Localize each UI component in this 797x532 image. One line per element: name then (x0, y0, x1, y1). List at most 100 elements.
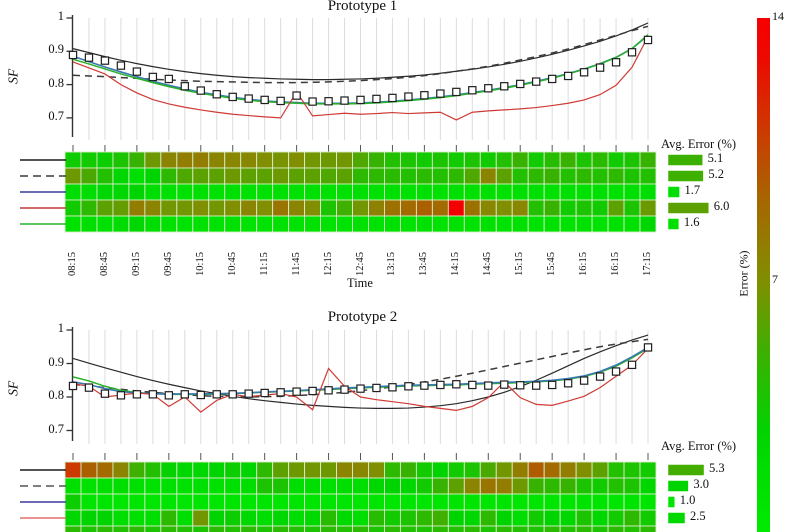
heatmap-cell (336, 477, 353, 495)
heatmap-cell (256, 199, 274, 217)
heatmap-cell (511, 167, 529, 185)
heatmap-cell (495, 215, 513, 233)
data-marker (148, 390, 158, 399)
heatmap-cell (591, 151, 609, 169)
heatmap-cell (320, 199, 337, 217)
heatmap-cell (431, 509, 449, 527)
heatmap-cell (320, 477, 337, 495)
heatmap-cell (463, 493, 481, 511)
heatmap-cell (112, 151, 130, 169)
heatmap-cell (144, 199, 162, 217)
heatmap-cell (256, 461, 274, 479)
y-tick-label: 0.7 (48, 108, 64, 123)
heatmap-cell (240, 199, 258, 217)
heatmap-cell (160, 461, 178, 479)
data-marker (452, 380, 461, 389)
heatmap-cell (431, 215, 449, 233)
heatmap-cell (240, 215, 258, 233)
heatmap-cell (160, 167, 178, 185)
heatmap-cell (575, 199, 593, 217)
heatmap-cell (399, 525, 417, 532)
heatmap-cell (352, 525, 369, 532)
series-line-black-solid (72, 334, 649, 409)
heatmap-cell (208, 461, 226, 479)
data-marker (516, 381, 525, 390)
heatmap-cell (352, 477, 369, 495)
heatmap-cell (320, 493, 337, 511)
heatmap-cell (575, 151, 593, 169)
heatmap-cell (352, 509, 369, 527)
heatmap-cell (575, 493, 593, 511)
heatmap-cell (591, 493, 609, 511)
data-marker (579, 376, 589, 385)
heatmap-cell (208, 509, 226, 527)
heatmap-cell (431, 461, 449, 479)
heatmap-cell (352, 461, 369, 479)
heatmap-cell (144, 461, 162, 479)
heatmap-cell (495, 477, 513, 495)
heatmap-cell (304, 493, 322, 511)
heatmap-cell (399, 199, 417, 217)
heatmap-cell (272, 215, 290, 233)
heatmap-cell (272, 199, 290, 217)
heatmap-cell (128, 151, 146, 169)
data-marker (643, 35, 653, 45)
data-marker (100, 56, 110, 65)
heatmap-cell (128, 183, 146, 201)
heatmap-cell (463, 199, 481, 217)
heatmap-cell (256, 167, 274, 185)
heatmap-cell (415, 215, 433, 233)
heatmap-cell (495, 167, 513, 185)
heatmap-cell (639, 461, 657, 479)
heatmap-cell (447, 183, 465, 201)
heatmap-cell (399, 167, 417, 185)
heatmap-cell (639, 199, 657, 217)
heatmap-cell (431, 493, 449, 511)
y-axis-label-1: SF (5, 68, 21, 84)
heatmap-cell (368, 493, 385, 511)
data-marker (84, 53, 94, 62)
heatmap-cell (192, 151, 210, 169)
heatmap-cell (320, 509, 337, 527)
heatmap-cell (607, 525, 625, 532)
heatmap-cell (368, 461, 385, 479)
data-marker (132, 390, 142, 399)
avg-error-title-1: Avg. Error (%) (661, 137, 737, 151)
heatmap-cell (415, 509, 433, 527)
heatmap-cell (144, 215, 162, 233)
heatmap-cell (352, 215, 369, 233)
heatmap-cell (527, 461, 545, 479)
heatmap-cell (176, 167, 194, 185)
heatmap-cell (479, 493, 497, 511)
heatmap-cell (64, 509, 82, 527)
heatmap-cell (240, 493, 258, 511)
avg-error-value: 1.0 (679, 493, 696, 507)
heatmap-cell (96, 151, 114, 169)
heatmap-cell (224, 167, 242, 185)
heatmap-cell (623, 199, 641, 217)
avg-error-swatch (667, 480, 689, 492)
heatmap-cell (623, 493, 641, 511)
heatmap-cell (527, 167, 545, 185)
heatmap-cell (272, 167, 290, 185)
heatmap-cell (511, 493, 529, 511)
heatmap-cell (112, 199, 130, 217)
data-marker (324, 97, 333, 106)
heatmap-cell (288, 151, 306, 169)
heatmap-cell (415, 525, 433, 532)
heatmap-cell (623, 215, 641, 233)
avg-error-title-2: Avg. Error (%) (661, 439, 737, 453)
heatmap-cell (623, 477, 641, 495)
heatmap-cell (336, 199, 353, 217)
heatmap-cell (128, 199, 146, 217)
data-marker (340, 385, 349, 394)
heatmap-cell (208, 167, 226, 185)
heatmap-cell (96, 183, 114, 201)
heatmap-cell (224, 509, 242, 527)
heatmap-cell (96, 461, 114, 479)
heatmap-cell (288, 525, 306, 532)
heatmap-cell (224, 461, 242, 479)
heatmap-cell (511, 461, 529, 479)
heatmap-cell (208, 493, 226, 511)
data-marker (404, 92, 413, 101)
